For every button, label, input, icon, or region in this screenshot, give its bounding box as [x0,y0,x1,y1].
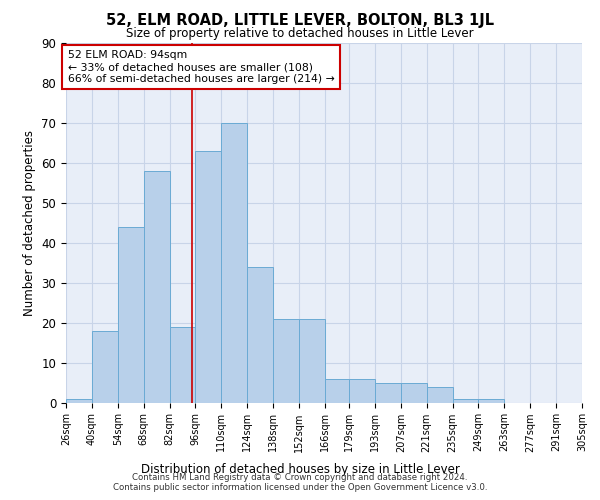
Bar [401,382,427,402]
Y-axis label: Number of detached properties: Number of detached properties [23,130,36,316]
Text: 52, ELM ROAD, LITTLE LEVER, BOLTON, BL3 1JL: 52, ELM ROAD, LITTLE LEVER, BOLTON, BL3 … [106,12,494,28]
Text: Contains HM Land Registry data © Crown copyright and database right 2024.
Contai: Contains HM Land Registry data © Crown c… [113,473,487,492]
Bar [92,330,118,402]
Bar [196,150,221,402]
Bar [325,378,349,402]
Bar [427,386,452,402]
Bar [66,398,92,402]
Bar [247,266,273,402]
Bar [452,398,478,402]
Bar [478,398,505,402]
Bar [299,318,325,402]
Text: Distribution of detached houses by size in Little Lever: Distribution of detached houses by size … [140,462,460,475]
Bar [221,122,247,402]
Text: Size of property relative to detached houses in Little Lever: Size of property relative to detached ho… [126,28,474,40]
Bar [349,378,375,402]
Bar [170,326,196,402]
Bar [375,382,401,402]
Text: 52 ELM ROAD: 94sqm
← 33% of detached houses are smaller (108)
66% of semi-detach: 52 ELM ROAD: 94sqm ← 33% of detached hou… [68,50,335,84]
Bar [118,226,143,402]
Bar [582,398,600,402]
Bar [273,318,299,402]
Bar [143,170,170,402]
